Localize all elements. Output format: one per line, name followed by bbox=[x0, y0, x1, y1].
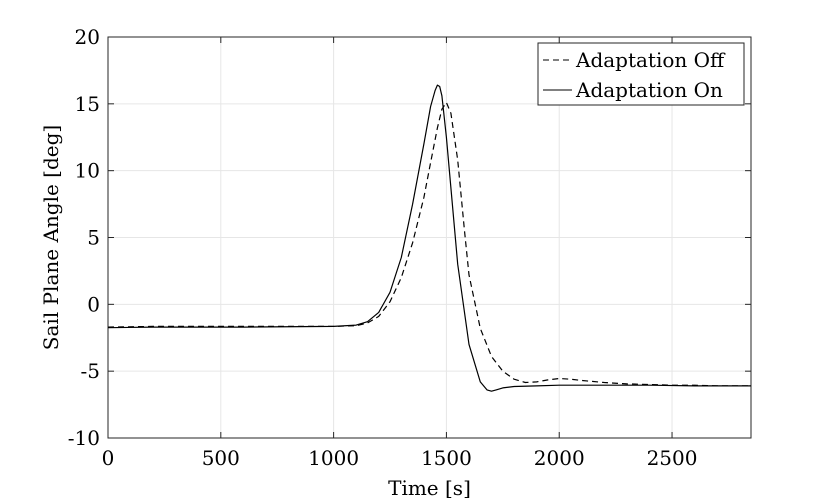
x-tick-labels: 0 500 1000 1500 2000 2500 bbox=[102, 446, 698, 470]
x-tick-label: 2000 bbox=[534, 446, 585, 470]
x-tick-label: 0 bbox=[102, 446, 115, 470]
legend-label-adaptation-on: Adaptation On bbox=[575, 78, 723, 102]
legend-label-adaptation-off: Adaptation Off bbox=[575, 48, 726, 72]
y-tick-label: 5 bbox=[87, 226, 100, 250]
y-tick-label: -10 bbox=[68, 426, 100, 450]
y-tick-label: 10 bbox=[75, 159, 100, 183]
x-tick-label: 1500 bbox=[421, 446, 472, 470]
x-tick-label: 1000 bbox=[308, 446, 359, 470]
y-axis-label: Sail Plane Angle [deg] bbox=[39, 125, 63, 350]
x-tick-label: 2500 bbox=[647, 446, 698, 470]
y-tick-label: 0 bbox=[87, 292, 100, 316]
y-tick-labels: -10 -5 0 5 10 15 20 bbox=[68, 25, 100, 450]
y-tick-label: 20 bbox=[75, 25, 100, 49]
y-tick-label: 15 bbox=[75, 92, 100, 116]
legend: Adaptation Off Adaptation On bbox=[537, 42, 745, 106]
x-axis-label: Time [s] bbox=[388, 476, 471, 500]
tick-marks bbox=[107, 36, 751, 439]
x-tick-label: 500 bbox=[202, 446, 240, 470]
legend-box bbox=[537, 42, 745, 106]
series-line-adaptation-on bbox=[107, 84, 751, 392]
y-tick-label: -5 bbox=[81, 359, 100, 383]
series-lines bbox=[107, 84, 751, 392]
series-line-adaptation-off bbox=[107, 101, 751, 387]
